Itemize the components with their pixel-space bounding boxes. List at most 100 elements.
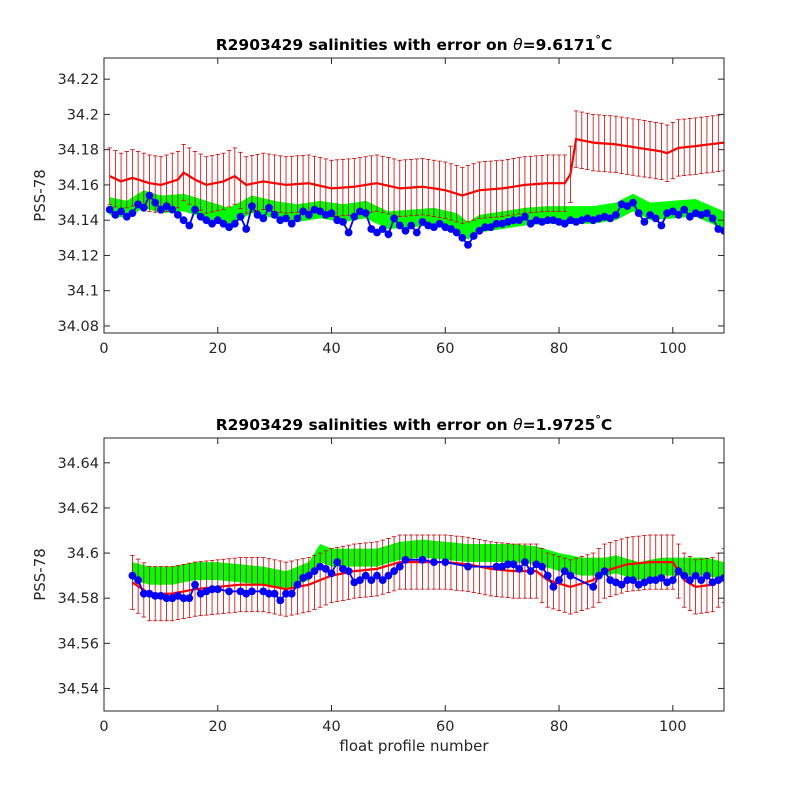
measured-point (629, 198, 637, 207)
measured-point (623, 202, 632, 211)
measured-point (651, 214, 660, 223)
measured-point (316, 207, 324, 216)
measured-point (122, 212, 131, 221)
measured-point (276, 596, 285, 605)
measured-point (418, 218, 427, 226)
measured-point (543, 216, 552, 225)
measured-point (464, 562, 472, 571)
measured-salinity-points (105, 191, 724, 249)
measured-point (344, 567, 353, 575)
measured-point (344, 228, 353, 237)
measured-point (521, 212, 529, 221)
bottom-panel: 0 20 40 60 80 100 34.54 34.56 34.58 34.6 34.62 34.6… (31, 413, 725, 755)
measured-point (412, 228, 421, 237)
y-tick-label: 34.6 (67, 546, 99, 562)
measured-point (378, 225, 387, 233)
title-prefix: R2903429 salinities with error on (216, 36, 513, 54)
x-tick-label: 100 (659, 719, 687, 735)
measured-point (526, 219, 535, 228)
measured-point (253, 211, 262, 219)
measured-point (287, 219, 296, 228)
measured-point (145, 191, 154, 200)
title-theta-value: =9.6171 (523, 36, 596, 54)
measured-point (151, 592, 160, 600)
measured-point (390, 214, 398, 223)
measured-point (270, 211, 279, 219)
measured-point (407, 221, 416, 230)
x-axis-label: float profile number (339, 737, 489, 755)
measured-point (566, 571, 575, 580)
chart-title: R2903429 salinities with error on θ=9.61… (216, 33, 613, 54)
measured-point (560, 567, 569, 575)
measured-point (475, 226, 484, 235)
measured-point (617, 580, 626, 589)
measured-point (515, 216, 524, 225)
plot-area (105, 110, 724, 249)
x-tick-label: 80 (550, 341, 568, 357)
measured-point (304, 211, 313, 219)
measured-point (600, 567, 609, 575)
measured-point (395, 221, 404, 230)
measured-point (384, 230, 393, 239)
measured-point (492, 219, 501, 228)
measured-point (674, 211, 683, 219)
measured-point (691, 571, 700, 580)
measured-point (219, 219, 228, 228)
measured-point (162, 594, 171, 603)
measured-point (430, 558, 438, 566)
measured-point (646, 576, 654, 584)
x-tick-label: 60 (436, 341, 454, 357)
measured-point (401, 226, 410, 235)
title-theta: θ (513, 36, 523, 54)
y-tick-label: 34.56 (57, 636, 99, 652)
measured-point (668, 576, 677, 584)
x-tick-label: 60 (436, 719, 454, 735)
title-unit: C (601, 416, 612, 434)
measured-point (361, 209, 370, 218)
measured-point (333, 558, 342, 566)
measured-point (287, 589, 296, 598)
measured-point (367, 576, 376, 584)
x-tick-label: 40 (322, 341, 340, 357)
measured-point (202, 216, 211, 225)
chart-title: R2903429 salinities with error on θ=1.97… (216, 413, 613, 434)
measured-point (265, 203, 273, 212)
measured-point (191, 580, 199, 589)
x-tick-label: 20 (209, 719, 227, 735)
measured-point (168, 205, 177, 214)
measured-point (248, 202, 256, 211)
measured-point (105, 205, 114, 214)
measured-point (640, 218, 649, 226)
measured-point (469, 232, 478, 240)
measured-point (703, 571, 711, 580)
measured-point (242, 225, 251, 233)
measured-point (441, 558, 450, 566)
measured-point (378, 576, 387, 584)
measured-point (310, 567, 319, 575)
measured-point (179, 216, 188, 225)
measured-point (390, 567, 398, 575)
title-theta-value: =1.9725 (523, 416, 596, 434)
measured-point (282, 589, 290, 598)
measured-point (248, 587, 256, 596)
measured-point (395, 562, 404, 571)
measured-point (526, 567, 535, 575)
measured-point (680, 571, 689, 580)
y-tick-label: 34.62 (57, 501, 99, 517)
x-tick-label: 100 (659, 341, 687, 357)
measured-point (339, 218, 347, 226)
measured-point (356, 576, 364, 584)
measured-point (697, 576, 706, 584)
measured-point (703, 209, 711, 218)
measured-point (128, 209, 137, 218)
measured-point (282, 214, 290, 223)
measured-point (139, 589, 148, 598)
y-tick-label: 34.22 (57, 72, 99, 88)
measured-point (185, 594, 194, 603)
measured-point (418, 555, 427, 564)
measured-point (117, 207, 125, 216)
measured-point (515, 565, 524, 573)
y-tick-label: 34.2 (67, 107, 99, 123)
measured-point (225, 587, 234, 596)
